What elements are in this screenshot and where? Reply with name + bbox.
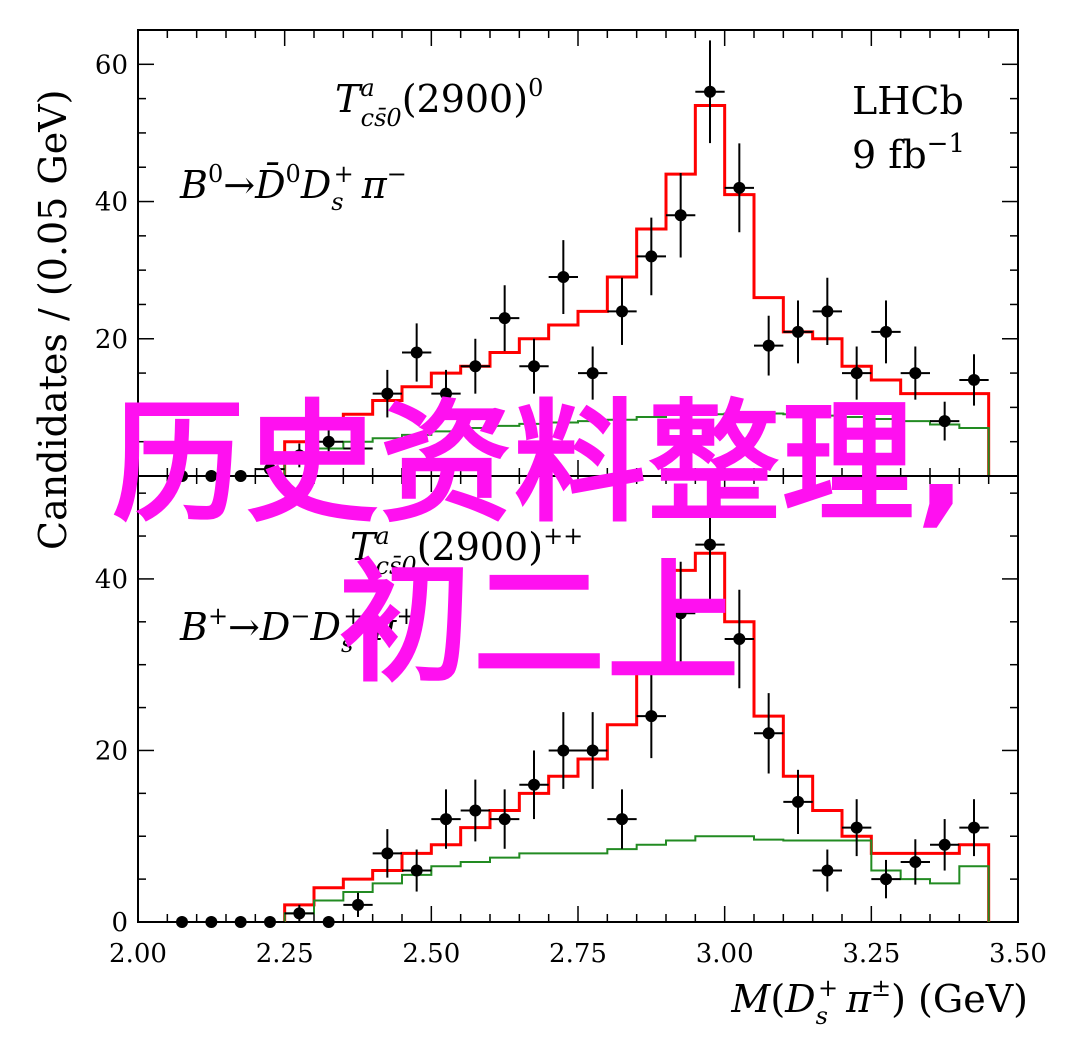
bottom-data-point (352, 898, 364, 911)
bottom-total-fit-curve (283, 551, 991, 922)
x-tick-label: 3.25 (842, 939, 900, 969)
top-data-point (704, 85, 716, 98)
top-data-point (616, 305, 628, 318)
bottom-data-point (440, 813, 452, 826)
bottom-data-point (616, 813, 628, 826)
bottom-data-point (264, 916, 276, 928)
bottom-data-point (176, 916, 188, 928)
top-data-point (352, 442, 364, 455)
top-data-point (674, 209, 687, 222)
bottom-data-point (821, 864, 834, 877)
bottom-y-tick-label: 0 (111, 908, 128, 938)
bottom-data-point (733, 632, 746, 645)
bottom-y-tick-label: 20 (95, 736, 128, 766)
bottom-data-point (469, 804, 482, 817)
top-data-point (528, 360, 540, 373)
bottom-data-point (205, 916, 218, 928)
top-data-point (909, 367, 922, 380)
top-data-point (586, 367, 599, 380)
experiment-label: LHCb (852, 79, 964, 123)
bottom-data-point (938, 838, 951, 851)
x-tick-label: 3.50 (989, 939, 1047, 969)
bottom-data-point (586, 744, 599, 757)
top-data-point (645, 250, 658, 263)
bottom-annotation-title: Ta cs̄0(2900)++ (350, 522, 583, 580)
top-data-point (557, 271, 570, 284)
bottom-data-point (850, 821, 863, 834)
bottom-y-tick-label: 40 (95, 565, 128, 595)
top-data-point (264, 463, 276, 476)
top-data-point (792, 325, 804, 338)
top-data-point (293, 449, 306, 462)
x-tick-label: 2.00 (109, 939, 167, 969)
bottom-data-point (645, 710, 658, 723)
luminosity-label: 9 fb−1 (852, 129, 965, 177)
top-y-tick-label: 40 (95, 188, 128, 218)
bottom-data-point (762, 727, 775, 740)
top-data-point (968, 373, 980, 386)
top-y-tick-label: 60 (95, 50, 128, 80)
top-data-point (440, 387, 452, 400)
top-data-point (322, 435, 335, 448)
bottom-panel: 0 20 40 2.00 2.25 2.50 2.75 3.00 3.25 3.50 (95, 475, 1047, 969)
top-annotation-decay: B0→D̄0Ds+ π− (179, 160, 407, 216)
top-data-point (469, 360, 482, 373)
bottom-data-point (234, 916, 247, 928)
bottom-data-point (674, 607, 687, 620)
bottom-data-point (792, 795, 804, 808)
bottom-data-point (528, 778, 540, 791)
top-data-point (381, 387, 394, 400)
bottom-data-point (968, 821, 980, 834)
top-data-point (498, 312, 511, 325)
top-annotation-title: Ta cs̄0(2900)0 (335, 74, 543, 132)
bottom-data-point (909, 855, 922, 868)
bottom-data-point (381, 847, 394, 860)
top-panel: 20 40 60 (95, 29, 1019, 482)
x-tick-label: 2.75 (549, 939, 607, 969)
top-background-curve (283, 412, 990, 476)
top-total-fit-curve (283, 103, 991, 476)
top-data-point (762, 339, 775, 352)
top-data-point (410, 346, 423, 359)
top-data-point (821, 305, 834, 318)
bottom-data-point (880, 873, 892, 886)
top-data-point (880, 325, 892, 338)
bottom-data-point (498, 813, 511, 826)
bottom-background-curve (283, 835, 990, 922)
bottom-data-point (704, 538, 716, 551)
top-data-point (938, 415, 951, 428)
bottom-data-point (293, 907, 306, 920)
bottom-data-point (322, 916, 335, 928)
x-axis-label: M(Ds+ π±) (GeV) (730, 974, 1028, 1030)
x-tick-label: 2.50 (402, 939, 460, 969)
x-tick-label: 3.00 (696, 939, 754, 969)
bottom-data-point (410, 864, 423, 877)
top-y-tick-label: 20 (95, 325, 128, 355)
top-data-point (733, 181, 746, 194)
y-axis-label: Candidates / (0.05 GeV) (31, 89, 75, 550)
bottom-data-point (557, 744, 570, 757)
bottom-annotation-decay: B+→D−Ds+ π+ (179, 602, 416, 658)
x-tick-label: 2.25 (256, 939, 314, 969)
top-data-point (850, 367, 863, 380)
